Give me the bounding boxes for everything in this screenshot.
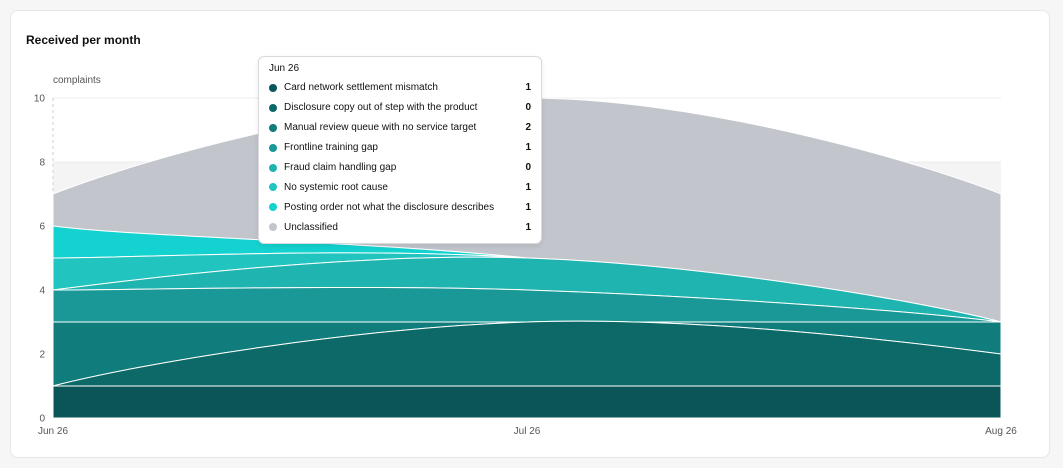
tooltip-series-value: 0 (525, 162, 531, 173)
tooltip-series-value: 1 (525, 181, 531, 193)
legend-dot-icon (269, 223, 277, 232)
legend-dot-icon (269, 203, 277, 212)
chart-tooltip: Jun 26 Card network settlement mismatch 1… (258, 56, 542, 245)
y-tick-label: 8 (39, 158, 45, 169)
y-tick-label: 2 (39, 350, 45, 361)
y-tick-label: 0 (39, 414, 45, 425)
tooltip-series-label: Frontline training gap (284, 142, 378, 154)
tooltip-series-label: Card network settlement mismatch (284, 82, 438, 94)
legend-dot-icon (269, 143, 277, 152)
tooltip-series-label: No systemic root cause (284, 181, 388, 193)
tooltip-row: Fraud claim handling gap 0 (269, 158, 531, 178)
legend-dot-icon (269, 103, 277, 112)
tooltip-rows: Card network settlement mismatch 1 Disclos… (269, 78, 531, 237)
tooltip-series-label: Fraud claim handling gap (284, 162, 397, 173)
legend-dot-icon (269, 163, 277, 172)
tooltip-series-value: 1 (525, 82, 531, 94)
tooltip-row: No systemic root cause 1 (269, 177, 531, 197)
tooltip-series-label: Unclassified (284, 221, 338, 233)
tooltip-series-value: 1 (525, 142, 531, 154)
x-tick-label: Jul 26 (514, 426, 541, 437)
tooltip-date: Jun 26 (269, 63, 300, 74)
y-axis-label: complaints (53, 75, 101, 86)
legend-dot-icon (269, 83, 277, 92)
legend-dot-icon (269, 183, 277, 192)
tooltip-series-value: 0 (525, 102, 531, 114)
tooltip-series-label: Disclosure copy out of step with the pro… (284, 102, 478, 114)
tooltip-row: Frontline training gap 1 (269, 138, 531, 158)
x-tick-label: Jun 26 (38, 426, 68, 437)
legend-dot-icon (269, 123, 277, 132)
tooltip-row: Card network settlement mismatch 1 (269, 78, 531, 98)
tooltip-row: Disclosure copy out of step with the pro… (269, 98, 531, 118)
tooltip-row: Manual review queue with no service targ… (269, 118, 531, 138)
chart-title: Received per month (26, 33, 141, 47)
x-tick-label: Aug 26 (985, 426, 1017, 437)
tooltip-series-value: 1 (525, 221, 531, 233)
area-series (52, 385, 1002, 419)
tooltip-series-value: 2 (525, 122, 531, 134)
tooltip-series-label: Manual review queue with no service targ… (284, 122, 477, 134)
tooltip-series-value: 1 (525, 201, 531, 213)
tooltip-series-label: Posting order not what the disclosure de… (284, 201, 495, 213)
y-tick-label: 10 (34, 94, 46, 105)
tooltip-row: Posting order not what the disclosure de… (269, 197, 531, 217)
tooltip-row: Unclassified 1 (269, 217, 531, 237)
y-tick-label: 6 (39, 222, 45, 233)
y-tick-label: 4 (39, 286, 45, 297)
